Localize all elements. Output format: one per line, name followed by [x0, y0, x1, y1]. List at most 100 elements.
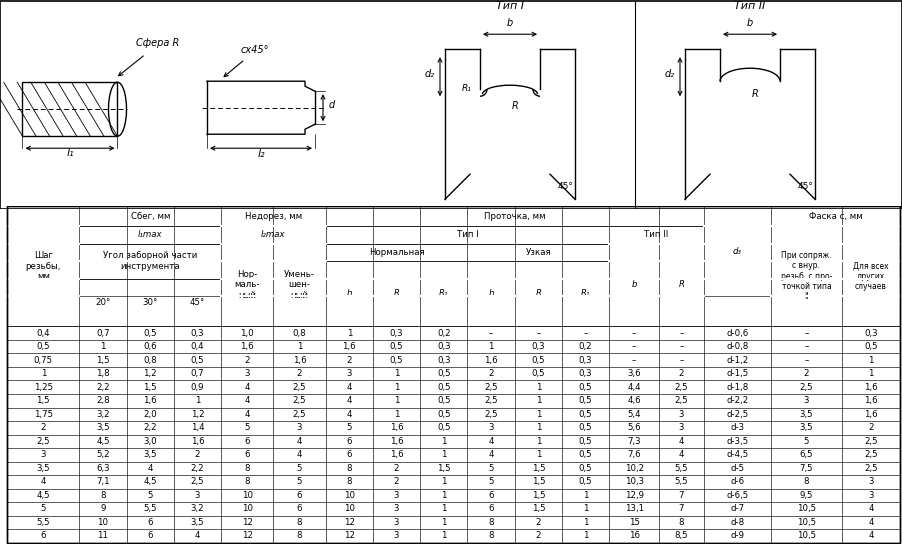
Text: Сбег, мм: Сбег, мм [131, 212, 170, 221]
Text: 6: 6 [147, 518, 152, 527]
Text: 4: 4 [147, 464, 152, 473]
Text: 4,6: 4,6 [627, 396, 640, 405]
Text: 3: 3 [393, 491, 399, 500]
Text: 3,0: 3,0 [143, 437, 157, 446]
Text: 5,5: 5,5 [674, 464, 687, 473]
Text: 3: 3 [678, 423, 684, 432]
Text: 1,8: 1,8 [97, 369, 110, 378]
Text: 0,3: 0,3 [437, 356, 450, 364]
Text: 5,5: 5,5 [143, 504, 157, 514]
Text: Шаг
резьбы,
мм: Шаг резьбы, мм [25, 251, 61, 281]
Text: 5: 5 [346, 423, 352, 432]
Text: 9: 9 [100, 504, 106, 514]
Text: 3: 3 [346, 369, 352, 378]
Text: 3: 3 [868, 491, 873, 500]
Text: 8: 8 [678, 518, 684, 527]
Text: b: b [506, 18, 512, 28]
Text: b: b [346, 289, 352, 298]
Text: 8: 8 [488, 531, 493, 540]
Text: 1,6: 1,6 [390, 450, 403, 459]
Text: 10: 10 [242, 504, 253, 514]
Text: 4: 4 [346, 410, 352, 419]
Text: 10,2: 10,2 [624, 464, 643, 473]
Text: 2,5: 2,5 [674, 396, 687, 405]
Text: 1: 1 [440, 437, 446, 446]
Text: d-8: d-8 [730, 518, 743, 527]
Text: 0,7: 0,7 [190, 369, 204, 378]
Text: 0,2: 0,2 [437, 329, 450, 338]
Text: d-7: d-7 [730, 504, 743, 514]
Text: 0,8: 0,8 [292, 329, 306, 338]
Text: 0,5: 0,5 [578, 477, 592, 486]
Text: 2: 2 [535, 518, 540, 527]
Text: 0,5: 0,5 [390, 356, 403, 364]
Text: 2: 2 [535, 531, 540, 540]
Text: R₁: R₁ [580, 289, 590, 298]
Text: 4: 4 [868, 531, 873, 540]
Text: 0,8: 0,8 [143, 356, 157, 364]
Text: d-9: d-9 [730, 531, 743, 540]
Text: 1,6: 1,6 [390, 423, 403, 432]
Text: 1,5: 1,5 [97, 356, 110, 364]
Text: R: R [393, 289, 399, 298]
Text: 0,3: 0,3 [390, 329, 403, 338]
Text: 1,5: 1,5 [143, 383, 157, 392]
Text: Нормальная: Нормальная [368, 248, 424, 257]
Text: 4: 4 [868, 518, 873, 527]
Text: 45°: 45° [189, 298, 205, 307]
Text: 1: 1 [41, 369, 46, 378]
Text: 0,5: 0,5 [578, 410, 592, 419]
Text: 2,5: 2,5 [292, 396, 306, 405]
Text: 6: 6 [297, 504, 302, 514]
Text: R: R [751, 89, 758, 99]
Text: 45°: 45° [797, 182, 813, 191]
Text: 0,6: 0,6 [143, 342, 157, 351]
Text: 1,5: 1,5 [531, 477, 545, 486]
Text: 1: 1 [195, 396, 200, 405]
Text: d-0,8: d-0,8 [725, 342, 748, 351]
Text: 12: 12 [344, 531, 354, 540]
Text: 0,4: 0,4 [190, 342, 204, 351]
Text: Тип I: Тип I [495, 1, 523, 11]
Text: –: – [631, 356, 636, 364]
Text: 3: 3 [297, 423, 302, 432]
Text: 6: 6 [346, 437, 352, 446]
Text: 2: 2 [393, 477, 399, 486]
Text: 4: 4 [195, 531, 200, 540]
Text: –: – [678, 342, 683, 351]
Text: 1: 1 [488, 342, 493, 351]
Text: 1,6: 1,6 [483, 356, 497, 364]
Text: 4: 4 [244, 396, 250, 405]
Text: 1: 1 [535, 450, 540, 459]
Text: 2,5: 2,5 [36, 437, 50, 446]
Text: d-6: d-6 [730, 477, 743, 486]
Text: 1,5: 1,5 [531, 464, 545, 473]
Text: 2: 2 [195, 450, 200, 459]
Text: 6: 6 [488, 504, 493, 514]
Text: 6,3: 6,3 [97, 464, 110, 473]
Text: 1: 1 [535, 396, 540, 405]
Text: 8: 8 [297, 518, 302, 527]
Text: 2: 2 [803, 369, 808, 378]
Text: R: R [677, 281, 684, 289]
Text: 0,5: 0,5 [437, 383, 450, 392]
Text: 3: 3 [868, 477, 873, 486]
Text: 1: 1 [440, 450, 446, 459]
Text: 1,4: 1,4 [190, 423, 204, 432]
Text: 1: 1 [393, 383, 399, 392]
Text: 2,5: 2,5 [863, 437, 877, 446]
Text: 1,6: 1,6 [390, 437, 403, 446]
Text: b: b [746, 18, 752, 28]
Text: 4: 4 [244, 410, 250, 419]
Text: 10,5: 10,5 [796, 531, 815, 540]
Text: 12,9: 12,9 [624, 491, 643, 500]
Text: Узкая: Узкая [525, 248, 550, 257]
Text: l₂max: l₂max [261, 230, 285, 239]
Text: 8: 8 [346, 464, 352, 473]
Text: d-1,5: d-1,5 [725, 369, 748, 378]
Text: 1: 1 [393, 369, 399, 378]
Text: 0,75: 0,75 [33, 356, 53, 364]
Text: 4: 4 [488, 450, 493, 459]
Text: 4: 4 [244, 383, 250, 392]
Text: 3,6: 3,6 [627, 369, 640, 378]
